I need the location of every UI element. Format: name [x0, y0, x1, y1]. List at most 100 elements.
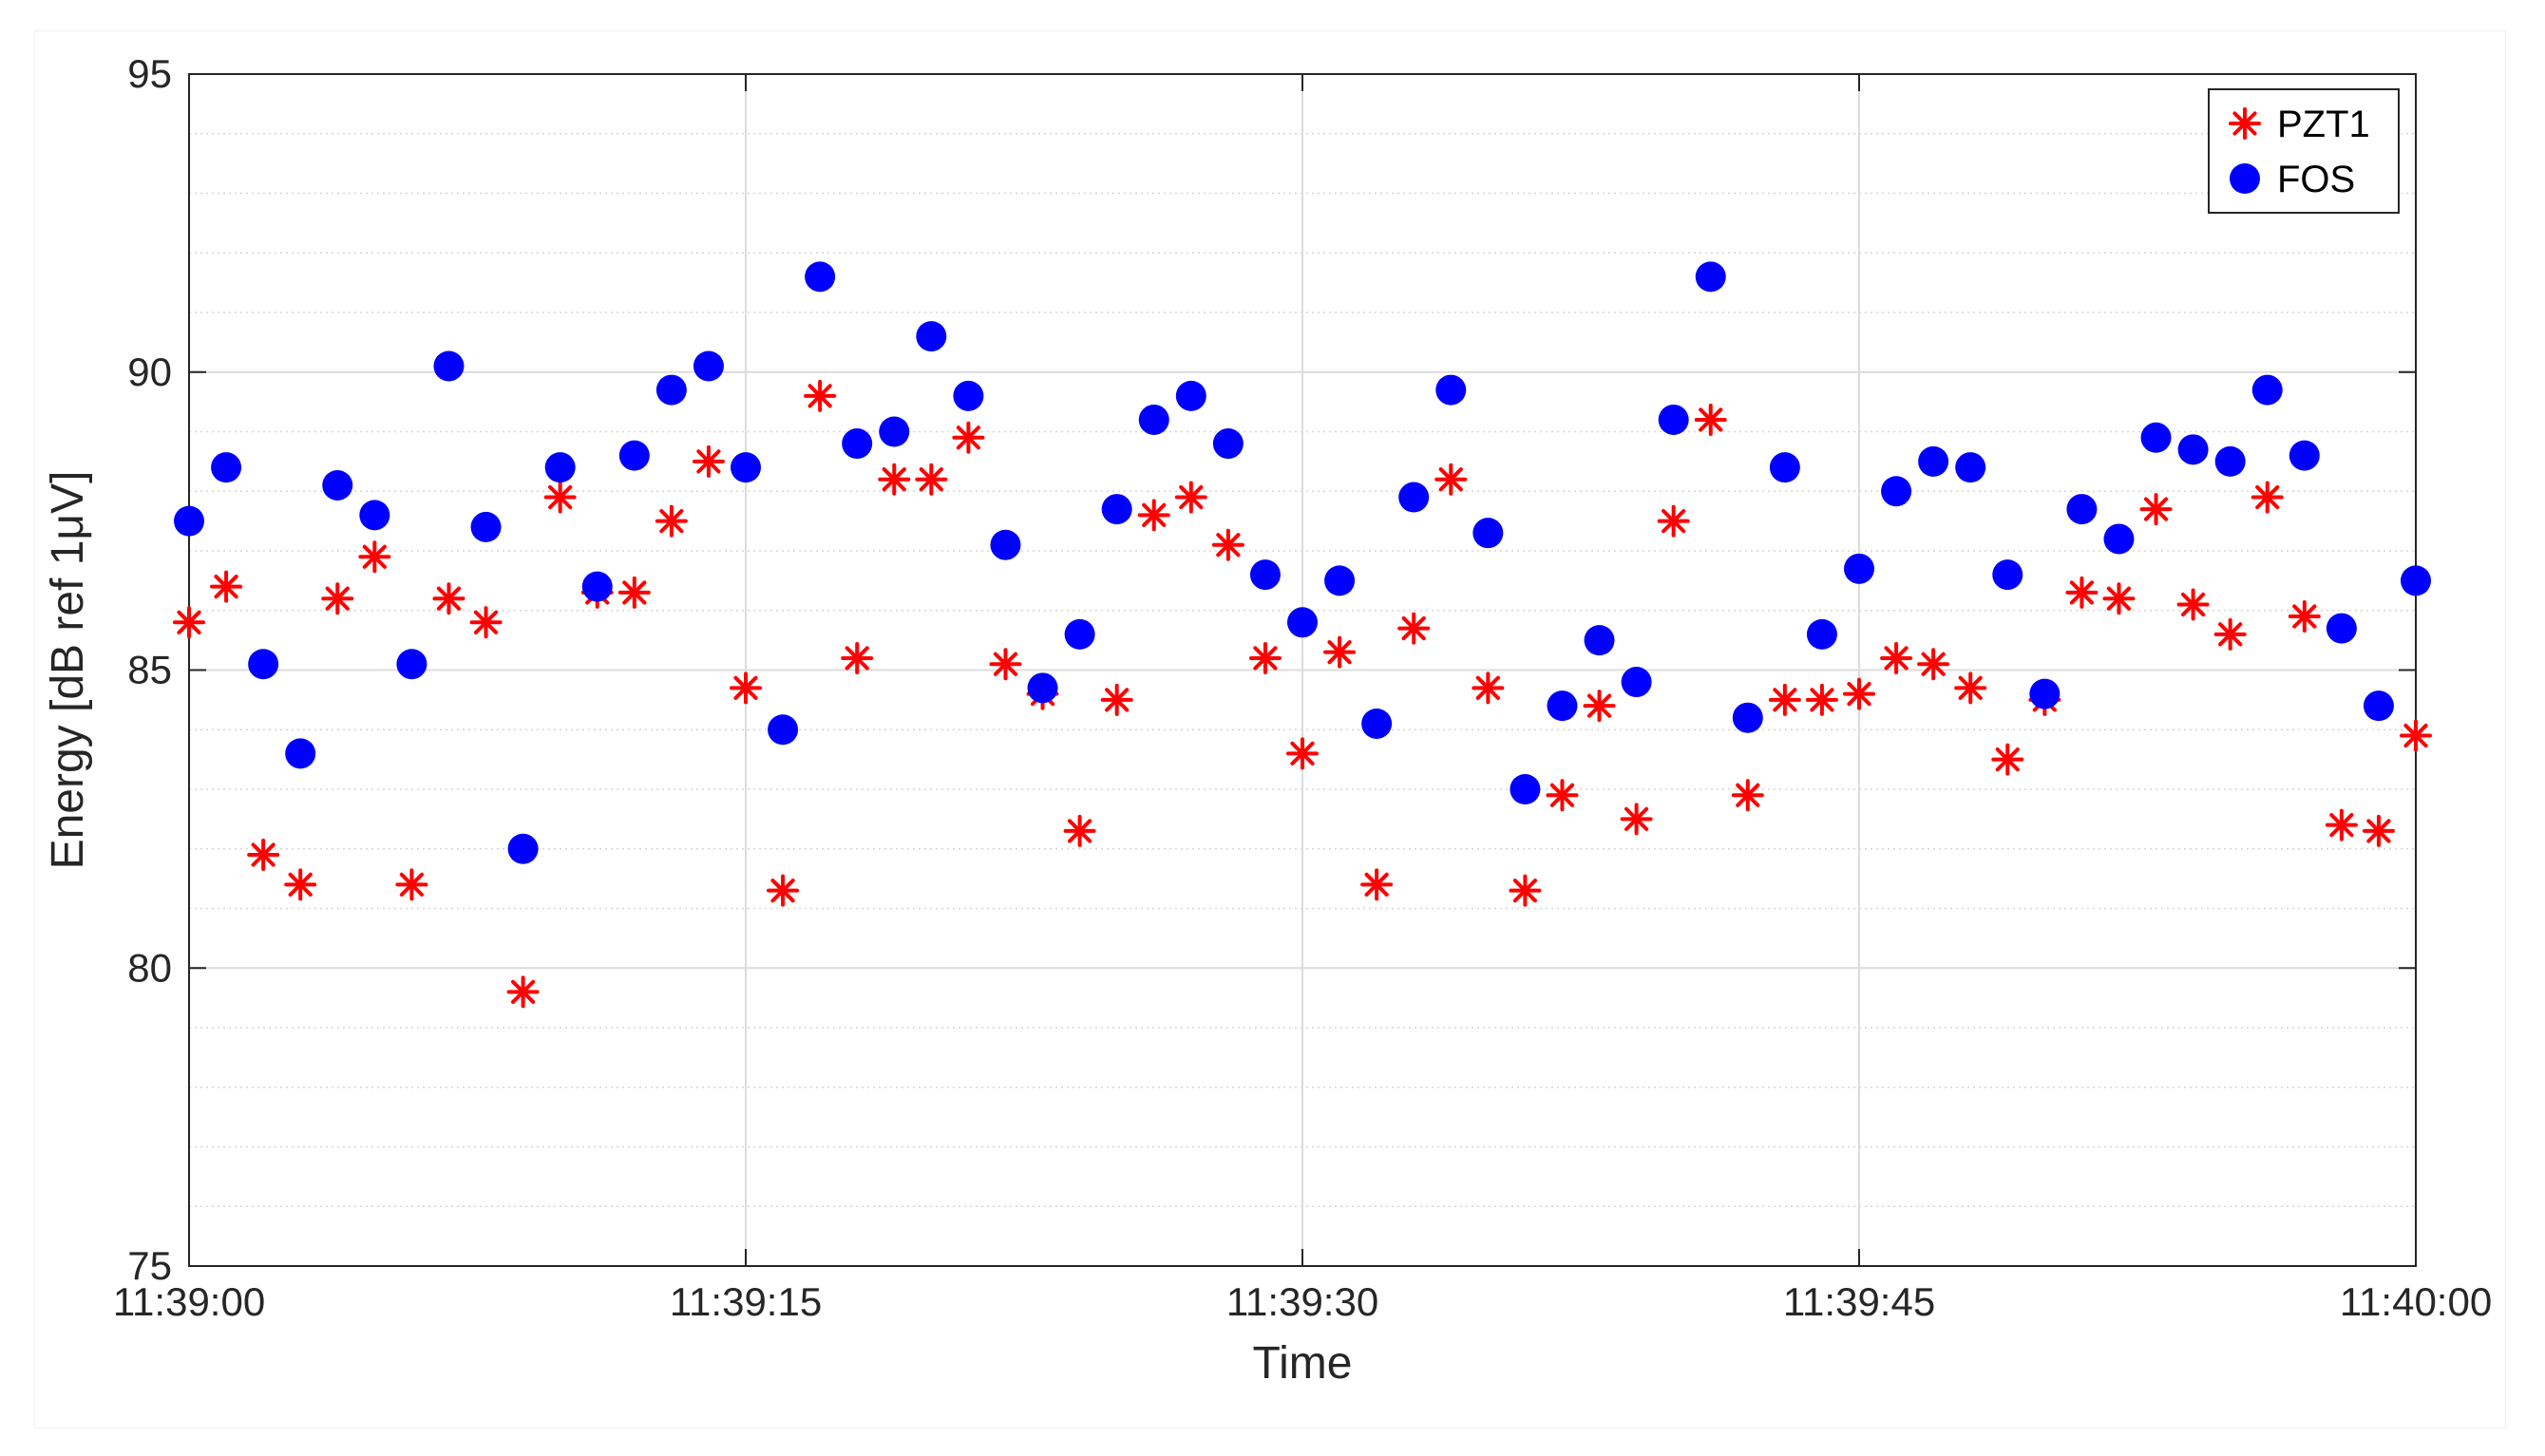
pzt1-point — [2400, 719, 2432, 752]
fos-point — [359, 500, 390, 531]
fos-point — [2251, 374, 2283, 406]
fos-point — [433, 350, 465, 382]
pzt1-point — [173, 606, 205, 639]
fos-point — [879, 416, 910, 447]
fos-series — [174, 261, 2431, 864]
pzt1-series — [173, 379, 2432, 1009]
pzt1-point — [692, 444, 725, 478]
pzt1-point — [432, 582, 465, 615]
pzt1-point — [617, 576, 651, 609]
pzt1-point — [655, 504, 688, 538]
pzt1-point — [1805, 683, 1838, 716]
pzt1-point — [2288, 600, 2321, 633]
y-tick-label: 85 — [127, 648, 172, 692]
pzt1-point — [1954, 671, 1987, 705]
grid — [188, 73, 2417, 1267]
fos-point — [2103, 523, 2135, 555]
fos-point — [285, 738, 316, 769]
y-tick-label: 90 — [127, 350, 172, 394]
y-tick-label: 80 — [127, 945, 172, 990]
fos-point — [1212, 428, 1244, 460]
x-tick-label: 11:39:15 — [670, 1279, 822, 1324]
pzt1-point — [1768, 683, 1801, 716]
fos-point — [1398, 482, 1430, 513]
fos-point — [2401, 565, 2431, 596]
fos-point — [2363, 690, 2394, 722]
fos-point — [1175, 380, 1206, 411]
pzt1-point — [1434, 463, 1468, 496]
fos-point — [1064, 618, 1095, 650]
pzt1-point — [2102, 582, 2136, 615]
pzt1-point — [210, 570, 243, 603]
fos-point — [248, 649, 279, 680]
pzt1-point — [358, 540, 391, 574]
fos-point — [1918, 445, 1949, 477]
fos-point — [1435, 374, 1467, 406]
pzt1-point — [767, 874, 800, 907]
fos-point — [1027, 672, 1058, 704]
pzt1-point — [1657, 504, 1690, 538]
fos-point — [211, 452, 242, 483]
pzt1-point — [543, 481, 577, 514]
fos-point — [2066, 494, 2098, 525]
pzt1-point — [1248, 641, 1282, 674]
fos-point — [990, 529, 1021, 560]
fos-point — [842, 428, 873, 460]
pzt1-point — [1286, 737, 1319, 770]
data-marks — [173, 261, 2432, 1009]
pzt1-point — [730, 671, 762, 705]
fos-point — [1101, 494, 1132, 525]
legend-marker-fos — [2230, 163, 2260, 194]
fos-point — [507, 833, 539, 864]
fos-point — [2177, 434, 2209, 465]
fos-point — [1287, 607, 1318, 638]
fos-point — [1992, 559, 2023, 591]
fos-point — [1249, 559, 1281, 591]
fos-point — [1621, 667, 1652, 698]
fos-point — [1361, 708, 1393, 739]
pzt1-point — [841, 641, 874, 674]
pzt1-point — [2362, 814, 2395, 847]
pzt1-point — [1323, 635, 1357, 669]
x-tick-label: 11:40:00 — [2340, 1279, 2492, 1324]
pzt1-point — [952, 421, 985, 454]
pzt1-point — [1137, 499, 1170, 532]
fos-point — [1138, 404, 1169, 435]
pzt1-point — [1063, 814, 1096, 847]
fos-point — [2214, 445, 2246, 477]
fos-point — [731, 452, 761, 483]
x-tick-label: 11:39:45 — [1783, 1279, 1935, 1324]
pzt1-point — [284, 868, 317, 901]
pzt1-point — [1397, 612, 1431, 645]
fos-point — [1806, 618, 1837, 650]
fos-point — [1695, 261, 1726, 293]
fos-point — [618, 440, 650, 471]
axis-ticks: 75 80 85 90 95 11:39:00 11:39:15 11:39:30 11:39:… — [113, 51, 2492, 1324]
fos-point — [768, 714, 799, 746]
fos-point — [396, 649, 427, 680]
pzt1-point — [1100, 683, 1133, 716]
pzt1-point — [1694, 403, 1727, 436]
pzt1-point — [1546, 779, 1579, 812]
legend-marker-pzt1 — [2229, 107, 2261, 140]
fos-point — [544, 452, 576, 483]
fos-point — [581, 571, 613, 602]
fos-point — [1547, 690, 1578, 722]
fos-point — [953, 380, 984, 411]
pzt1-point — [2325, 808, 2358, 841]
x-tick-label: 11:39:30 — [1226, 1279, 1378, 1324]
pzt1-point — [804, 379, 837, 412]
legend-label: PZT1 — [2277, 104, 2370, 145]
fos-point — [1844, 553, 1874, 584]
pzt1-point — [506, 975, 540, 1009]
pzt1-point — [1472, 671, 1505, 705]
fos-point — [655, 374, 687, 406]
fos-point — [1732, 702, 1763, 733]
pzt1-point — [1360, 868, 1394, 901]
pzt1-point — [2176, 588, 2210, 621]
pzt1-point — [2251, 481, 2284, 514]
fos-point — [322, 469, 353, 501]
pzt1-point — [989, 648, 1022, 681]
pzt1-point — [1583, 690, 1616, 723]
legend: PZT1 FOS — [2208, 88, 2400, 214]
